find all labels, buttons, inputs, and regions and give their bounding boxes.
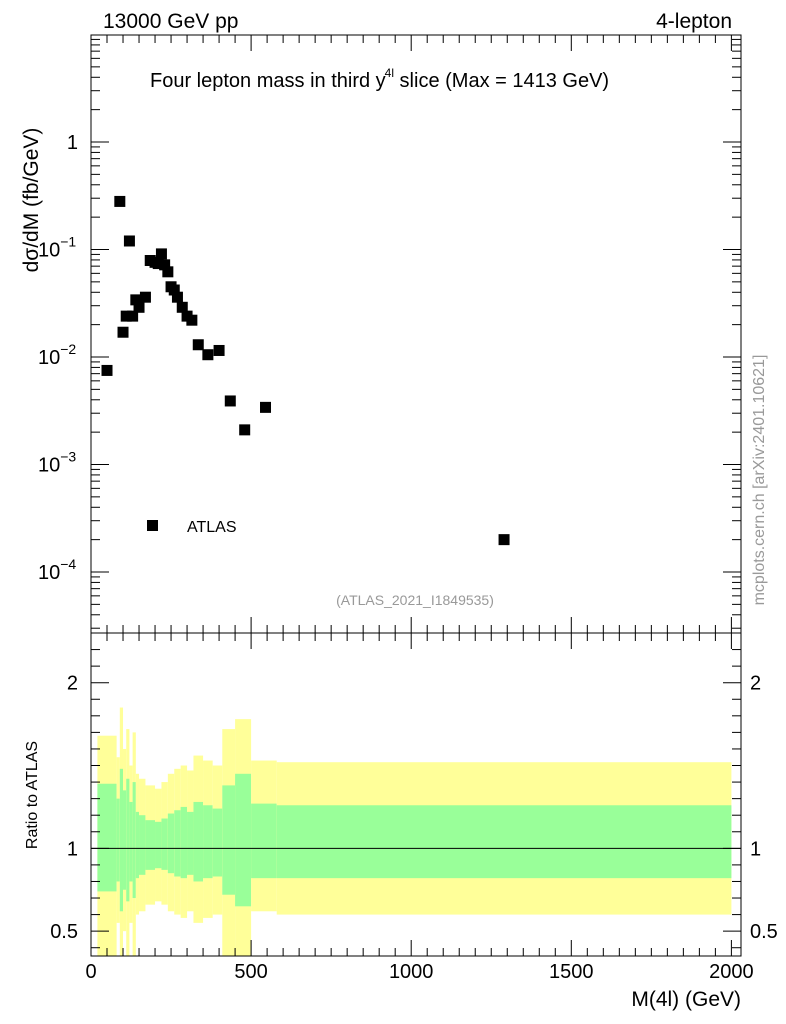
data-point bbox=[239, 424, 251, 436]
ratio-bands bbox=[97, 707, 732, 956]
ratio-y-tick-labels: 0.5 0.5 1 1 2 2 bbox=[50, 673, 778, 943]
ratio-band-green bbox=[212, 808, 223, 877]
ratio-y-tick-label-left: 0.5 bbox=[50, 921, 78, 943]
data-point bbox=[202, 349, 214, 361]
ratio-ticks bbox=[90, 633, 741, 956]
ratio-panel: 0.5 0.5 1 1 2 2 0 500 1000 1500 2000 Ratio to ATL… bbox=[24, 632, 778, 1011]
x-tick-label: 2000 bbox=[709, 961, 754, 983]
data-point bbox=[162, 266, 174, 278]
x-tick-label: 0 bbox=[85, 961, 96, 983]
ratio-band-green bbox=[123, 790, 127, 890]
chart-title-main: Four lepton mass in third y bbox=[150, 70, 386, 92]
ratio-band-green bbox=[187, 811, 194, 875]
data-point bbox=[133, 301, 145, 313]
ratio-band-green bbox=[132, 782, 136, 899]
chart-title-sup: 4l bbox=[385, 66, 394, 80]
ratio-band-green bbox=[193, 801, 204, 882]
ratio-y-tick-label-right: 2 bbox=[750, 673, 761, 695]
main-y-tick-label: 10−1 bbox=[38, 234, 76, 262]
x-axis-label: M(4l) (GeV) bbox=[631, 988, 741, 1011]
data-point bbox=[120, 310, 132, 322]
x-tick-labels: 0 500 1000 1500 2000 bbox=[85, 961, 753, 983]
main-y-tick-label: 10−2 bbox=[38, 341, 76, 369]
ratio-frame bbox=[90, 632, 742, 957]
ratio-band-green bbox=[167, 813, 175, 874]
ratio-band-green bbox=[126, 778, 130, 902]
ratio-y-tick-label-left: 1 bbox=[67, 838, 78, 860]
ratio-band-green bbox=[129, 801, 133, 882]
main-y-axis-label: dσ/dM (fb/GeV) bbox=[20, 128, 43, 273]
header-process: 4-lepton bbox=[656, 10, 732, 33]
data-point bbox=[186, 314, 198, 326]
legend-label: ATLAS bbox=[187, 519, 237, 536]
data-point bbox=[498, 534, 510, 546]
ratio-band-green bbox=[116, 798, 120, 882]
data-point bbox=[168, 284, 180, 296]
ratio-y-tick-label-right: 1 bbox=[750, 838, 761, 860]
x-tick-label: 500 bbox=[234, 961, 267, 983]
analysis-id-label: (ATLAS_2021_I1849535) bbox=[336, 592, 494, 608]
data-point bbox=[224, 395, 236, 407]
ratio-y-tick-label-right: 0.5 bbox=[750, 921, 778, 943]
data-point bbox=[139, 291, 151, 303]
main-y-tick-label: 10−4 bbox=[38, 556, 76, 584]
data-point bbox=[123, 235, 135, 247]
ratio-band-green bbox=[97, 783, 117, 892]
data-points bbox=[101, 195, 510, 546]
chart-title: Four lepton mass in third y4l slice (Max… bbox=[150, 66, 609, 92]
x-tick-label: 1500 bbox=[549, 961, 594, 983]
data-point bbox=[159, 259, 171, 271]
data-point bbox=[176, 301, 188, 313]
ratio-band-green bbox=[119, 768, 124, 912]
ratio-band-green bbox=[203, 805, 213, 879]
ratio-y-axis-label: Ratio to ATLAS bbox=[24, 741, 41, 849]
data-point bbox=[114, 195, 126, 207]
ratio-band-green bbox=[161, 818, 168, 870]
main-y-tick-label: 10−3 bbox=[38, 449, 76, 477]
main-y-tick-label: 1 bbox=[67, 132, 78, 154]
side-source-label: mcplots.cern.ch [arXiv:2401.10621] bbox=[751, 355, 768, 606]
ratio-band-green bbox=[235, 773, 252, 907]
ratio-y-tick-label-left: 2 bbox=[67, 673, 78, 695]
main-ticks bbox=[90, 35, 741, 633]
data-point bbox=[101, 364, 113, 376]
ratio-band-green bbox=[155, 821, 162, 869]
data-point bbox=[130, 294, 142, 306]
main-panel: 1 10−1 10−2 10−3 10−4 Four lepton mass in th… bbox=[20, 34, 742, 634]
ratio-band-green bbox=[174, 810, 181, 877]
ratio-band-green bbox=[251, 803, 277, 879]
main-frame bbox=[90, 34, 742, 634]
legend-marker bbox=[147, 520, 158, 531]
ratio-band-green bbox=[222, 785, 236, 895]
data-point bbox=[127, 310, 139, 322]
data-point bbox=[213, 344, 225, 356]
data-point bbox=[192, 339, 204, 351]
ratio-band-green bbox=[180, 806, 188, 879]
data-point bbox=[155, 248, 167, 260]
chart-title-tail: slice (Max = 1413 GeV) bbox=[394, 70, 609, 92]
data-point bbox=[171, 291, 183, 303]
ratio-band-green bbox=[135, 811, 140, 879]
header-energy: 13000 GeV pp bbox=[103, 10, 238, 33]
data-point bbox=[152, 258, 164, 270]
x-tick-label: 1000 bbox=[389, 961, 434, 983]
data-point bbox=[117, 326, 129, 338]
ratio-band-green bbox=[276, 805, 732, 879]
ratio-band-green bbox=[145, 820, 156, 870]
data-point bbox=[260, 401, 272, 413]
main-y-tick-labels: 1 10−1 10−2 10−3 10−4 bbox=[38, 132, 78, 584]
ratio-band-green bbox=[139, 815, 146, 875]
